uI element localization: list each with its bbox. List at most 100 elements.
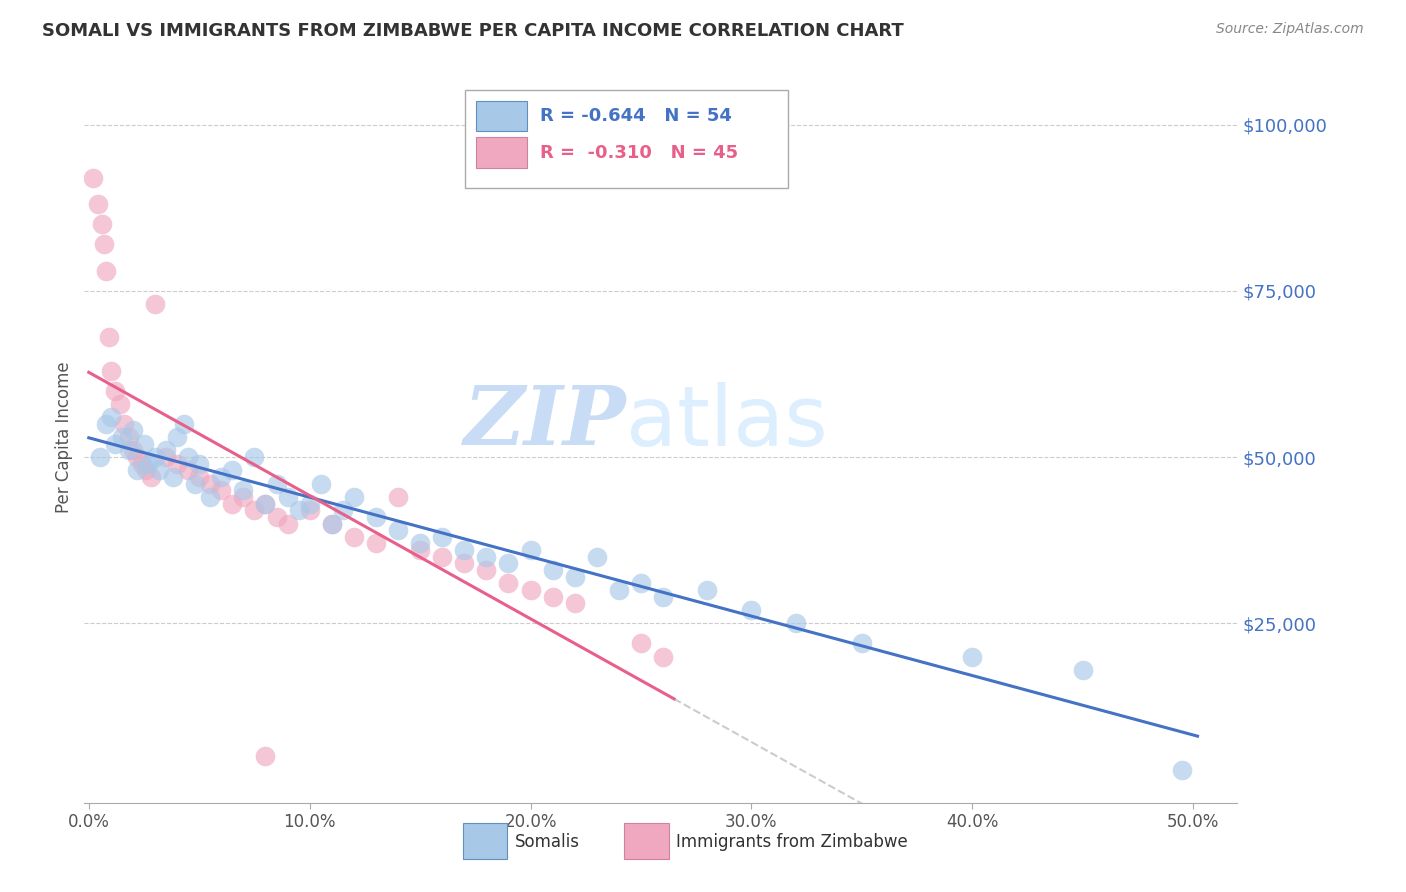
Point [630,576,652,591]
Point [321,516,343,531]
Point [221,497,243,511]
Point [696,582,718,597]
Point [184,476,207,491]
Point [343,490,366,504]
Point [1171,763,1194,777]
Point [104,384,127,398]
Point [475,563,498,577]
Point [209,483,232,498]
Point [475,549,498,564]
FancyBboxPatch shape [477,137,527,168]
Point [387,523,409,537]
Point [100,410,122,425]
Point [1071,663,1094,677]
Point [519,582,541,597]
Text: SOMALI VS IMMIGRANTS FROM ZIMBABWE PER CAPITA INCOME CORRELATION CHART: SOMALI VS IMMIGRANTS FROM ZIMBABWE PER C… [42,22,904,40]
Point [132,436,155,450]
Point [585,549,607,564]
FancyBboxPatch shape [465,90,787,188]
Point [127,463,149,477]
FancyBboxPatch shape [463,823,508,859]
FancyBboxPatch shape [624,823,669,859]
Point [321,516,343,531]
Point [254,497,277,511]
Point [143,450,166,464]
Point [740,603,762,617]
Point [607,582,630,597]
Point [188,457,211,471]
Point [188,470,211,484]
Point [541,563,564,577]
Point [139,470,162,484]
Point [104,436,127,450]
Point [309,476,332,491]
Point [564,570,586,584]
Point [430,549,453,564]
Point [453,557,475,571]
Point [364,536,387,550]
Point [221,463,243,477]
Point [232,490,254,504]
Point [630,636,652,650]
Point [93,237,115,252]
Point [266,476,288,491]
Point [209,470,232,484]
Point [277,490,299,504]
Text: atlas: atlas [626,382,828,463]
Point [122,443,145,458]
Point [108,397,131,411]
Point [135,463,157,477]
Point [177,450,200,464]
Point [91,217,114,231]
Point [177,463,200,477]
Point [652,590,675,604]
Point [243,450,266,464]
Point [409,543,432,558]
Point [127,450,149,464]
Point [430,530,453,544]
Point [82,170,104,185]
Point [96,417,118,431]
Point [138,457,160,471]
Text: Immigrants from Zimbabwe: Immigrants from Zimbabwe [676,832,907,851]
Point [155,450,177,464]
Point [785,616,807,631]
Point [254,497,277,511]
Point [243,503,266,517]
Text: Somalis: Somalis [515,832,579,851]
Point [131,457,153,471]
Point [89,450,111,464]
Point [266,509,288,524]
Point [332,503,354,517]
Point [117,443,139,458]
Point [143,297,166,311]
Point [166,457,188,471]
Point [453,543,475,558]
Point [960,649,983,664]
Text: R = -0.644   N = 54: R = -0.644 N = 54 [540,107,731,125]
Point [298,503,321,517]
Point [122,424,145,438]
Point [564,596,586,610]
Point [541,590,564,604]
Point [162,470,184,484]
Point [387,490,409,504]
Point [96,264,118,278]
Text: ZIP: ZIP [464,383,626,462]
Point [254,749,277,764]
Point [287,503,309,517]
Point [97,330,120,344]
Point [200,476,222,491]
Point [298,497,321,511]
Point [155,443,177,458]
Text: Source: ZipAtlas.com: Source: ZipAtlas.com [1216,22,1364,37]
Point [148,463,170,477]
Point [112,417,135,431]
Point [851,636,873,650]
Point [100,363,122,377]
FancyBboxPatch shape [477,101,527,131]
Point [519,543,541,558]
Point [364,509,387,524]
Text: R =  -0.310   N = 45: R = -0.310 N = 45 [540,144,738,161]
Point [117,430,139,444]
